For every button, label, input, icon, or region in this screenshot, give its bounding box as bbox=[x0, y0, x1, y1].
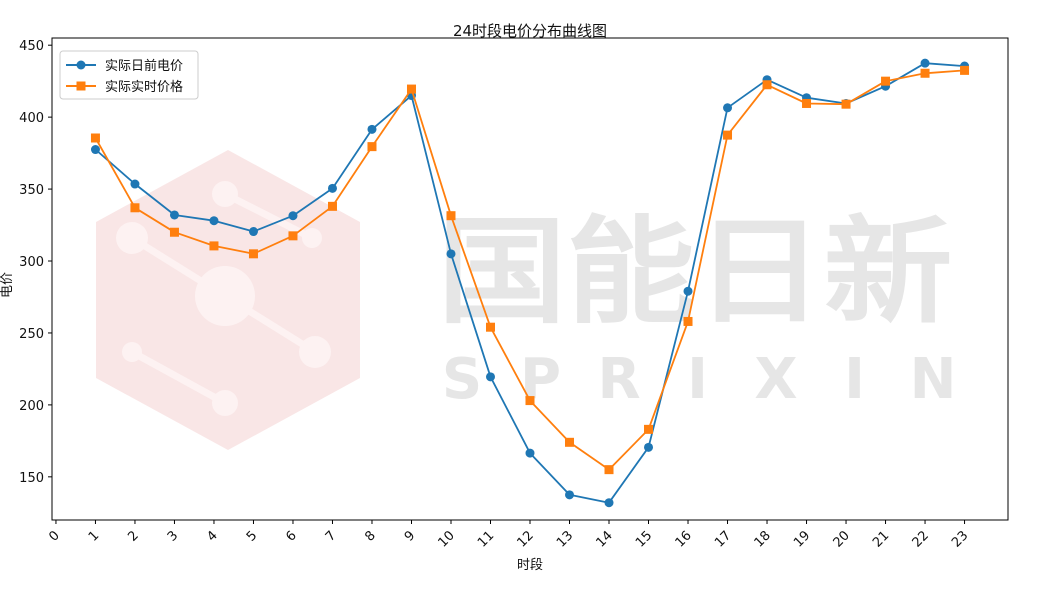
y-tick-label: 200 bbox=[19, 399, 44, 414]
data-point-series-2 bbox=[565, 437, 575, 447]
data-point-series-1 bbox=[248, 227, 258, 237]
data-point-series-2 bbox=[446, 211, 456, 221]
data-point-series-2 bbox=[169, 227, 179, 237]
x-tick-label: 5 bbox=[244, 528, 260, 544]
legend-label-series-1: 实际日前电价 bbox=[105, 58, 183, 74]
data-point-series-2 bbox=[683, 316, 693, 326]
data-point-series-1 bbox=[169, 210, 179, 220]
x-tick-label: 14 bbox=[594, 528, 616, 550]
data-point-series-1 bbox=[130, 179, 140, 189]
data-point-series-2 bbox=[644, 424, 654, 434]
data-point-series-1 bbox=[90, 145, 100, 155]
data-point-series-2 bbox=[525, 396, 535, 406]
x-tick-label: 9 bbox=[402, 528, 418, 544]
x-tick-label: 19 bbox=[791, 528, 813, 550]
data-point-series-2 bbox=[841, 99, 851, 109]
watermark-letter: N bbox=[910, 347, 957, 412]
data-point-series-1 bbox=[565, 490, 575, 500]
y-tick-label: 150 bbox=[19, 471, 44, 486]
x-tick-label: 3 bbox=[165, 528, 181, 544]
watermark-letter: I bbox=[844, 347, 865, 412]
x-tick-label: 18 bbox=[752, 528, 774, 550]
data-point-series-2 bbox=[130, 203, 140, 213]
data-point-series-2 bbox=[367, 142, 377, 152]
legend-marker-series-1 bbox=[76, 60, 86, 70]
data-point-series-2 bbox=[920, 68, 930, 78]
data-point-series-1 bbox=[525, 448, 535, 458]
data-point-series-1 bbox=[604, 498, 614, 508]
x-axis-label: 时段 bbox=[517, 558, 543, 573]
data-point-series-2 bbox=[802, 98, 812, 108]
data-point-series-1 bbox=[209, 216, 219, 226]
y-tick-label: 250 bbox=[19, 327, 44, 342]
x-tick-label: 13 bbox=[554, 528, 576, 550]
data-point-series-2 bbox=[248, 249, 258, 259]
x-tick-label: 8 bbox=[362, 528, 378, 544]
x-tick-label: 16 bbox=[673, 528, 695, 550]
watermark-letter: S bbox=[442, 347, 482, 412]
watermark-letter: X bbox=[754, 347, 797, 412]
chart-title: 24时段电价分布曲线图 bbox=[453, 22, 607, 40]
x-tick-label: 2 bbox=[125, 528, 141, 544]
x-tick-label: 7 bbox=[323, 528, 339, 544]
data-point-series-1 bbox=[723, 103, 733, 113]
legend: 实际日前电价 实际实时价格 bbox=[59, 50, 199, 100]
data-point-series-2 bbox=[406, 84, 416, 94]
data-point-series-1 bbox=[367, 124, 377, 134]
data-point-series-2 bbox=[604, 465, 614, 475]
x-tick-label: 1 bbox=[86, 528, 102, 544]
data-point-series-2 bbox=[90, 133, 100, 143]
x-tick-label: 22 bbox=[910, 528, 932, 550]
data-point-series-1 bbox=[327, 183, 337, 193]
x-tick-label: 21 bbox=[870, 528, 892, 550]
watermark-logo-icon bbox=[96, 150, 360, 450]
legend-label-series-2: 实际实时价格 bbox=[105, 79, 183, 95]
y-tick-label: 350 bbox=[19, 183, 44, 198]
data-point-series-2 bbox=[209, 241, 219, 251]
data-point-series-1 bbox=[446, 249, 456, 259]
x-tick-label: 0 bbox=[46, 528, 62, 544]
data-point-series-2 bbox=[485, 322, 495, 332]
x-tick-label: 11 bbox=[475, 528, 497, 550]
x-axis: 0 1 2 3 4 5 6 7 8 9 10 11 12 13 14 15 16 17 18 19 20 21 22 23 bbox=[46, 520, 971, 551]
legend-marker-series-2 bbox=[76, 81, 86, 91]
data-point-series-1 bbox=[288, 211, 298, 221]
data-point-series-1 bbox=[920, 58, 930, 68]
x-tick-label: 12 bbox=[515, 528, 537, 550]
x-tick-label: 6 bbox=[283, 528, 299, 544]
data-point-series-1 bbox=[644, 442, 654, 452]
y-tick-label: 400 bbox=[19, 111, 44, 126]
data-point-series-2 bbox=[327, 201, 337, 211]
data-point-series-2 bbox=[288, 231, 298, 241]
watermark-brand-cn: 国能日新 bbox=[438, 205, 953, 340]
x-tick-label: 23 bbox=[949, 528, 971, 550]
watermark-letter: I bbox=[687, 347, 708, 412]
data-point-series-2 bbox=[762, 80, 772, 90]
x-tick-label: 4 bbox=[204, 528, 220, 544]
y-axis-label: 电价 bbox=[0, 272, 15, 298]
data-point-series-2 bbox=[881, 76, 891, 86]
y-tick-label: 450 bbox=[19, 39, 44, 54]
watermark-letter: R bbox=[597, 347, 640, 412]
data-point-series-2 bbox=[960, 65, 970, 75]
x-tick-label: 10 bbox=[436, 528, 458, 550]
x-tick-label: 15 bbox=[633, 528, 655, 550]
y-tick-label: 300 bbox=[19, 255, 44, 270]
data-point-series-1 bbox=[485, 372, 495, 382]
x-tick-label: 20 bbox=[831, 528, 853, 550]
x-tick-label: 17 bbox=[712, 528, 734, 550]
y-axis: 150 200 250 300 350 400 450 bbox=[19, 39, 52, 486]
data-point-series-1 bbox=[683, 286, 693, 296]
series-layer bbox=[90, 58, 970, 508]
data-point-series-2 bbox=[723, 130, 733, 140]
